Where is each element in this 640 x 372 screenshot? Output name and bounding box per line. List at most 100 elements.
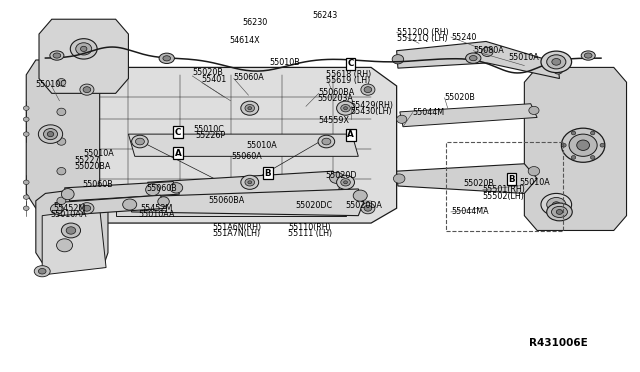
Ellipse shape: [123, 199, 137, 210]
Ellipse shape: [547, 55, 566, 69]
Polygon shape: [397, 164, 537, 193]
Polygon shape: [65, 182, 179, 201]
Polygon shape: [148, 171, 340, 199]
Ellipse shape: [364, 205, 372, 211]
Text: B: B: [508, 175, 515, 184]
Text: 55452M: 55452M: [53, 205, 85, 214]
Ellipse shape: [132, 135, 148, 148]
Text: 55010AA: 55010AA: [51, 211, 87, 219]
Ellipse shape: [24, 106, 29, 110]
Text: 55060A: 55060A: [234, 73, 264, 82]
Ellipse shape: [57, 197, 66, 205]
Polygon shape: [400, 104, 537, 127]
Ellipse shape: [353, 190, 367, 201]
Ellipse shape: [53, 53, 61, 58]
Ellipse shape: [61, 223, 81, 238]
Ellipse shape: [76, 43, 92, 55]
Ellipse shape: [44, 129, 58, 140]
Ellipse shape: [80, 203, 94, 214]
Ellipse shape: [322, 138, 331, 145]
Ellipse shape: [34, 266, 50, 277]
Text: 55080A: 55080A: [473, 46, 504, 55]
Text: 55020B: 55020B: [445, 93, 476, 102]
Polygon shape: [524, 67, 627, 231]
Text: 55020BA: 55020BA: [74, 162, 111, 171]
Text: 55020B: 55020B: [192, 68, 223, 77]
Ellipse shape: [554, 67, 563, 74]
Text: C: C: [348, 59, 354, 68]
Ellipse shape: [591, 155, 595, 159]
Ellipse shape: [541, 51, 572, 73]
Ellipse shape: [361, 84, 375, 95]
Text: 54614X: 54614X: [229, 36, 260, 45]
Text: 55060B: 55060B: [147, 185, 177, 193]
Text: 55111 (LH): 55111 (LH): [288, 229, 332, 238]
Polygon shape: [55, 195, 167, 216]
Polygon shape: [36, 186, 108, 267]
Text: 55044MA: 55044MA: [451, 208, 488, 217]
Ellipse shape: [136, 138, 145, 145]
Polygon shape: [129, 134, 358, 156]
Text: 55010AA: 55010AA: [138, 211, 175, 219]
Ellipse shape: [572, 131, 576, 135]
Text: 55226P: 55226P: [195, 131, 226, 141]
Ellipse shape: [562, 143, 566, 147]
Ellipse shape: [70, 39, 97, 59]
Ellipse shape: [170, 183, 182, 193]
Ellipse shape: [56, 239, 72, 252]
Text: 55020DC: 55020DC: [296, 201, 333, 210]
Polygon shape: [116, 193, 346, 216]
Ellipse shape: [24, 132, 29, 137]
Text: 54559X: 54559X: [319, 116, 349, 125]
Ellipse shape: [572, 155, 576, 159]
Ellipse shape: [61, 189, 74, 200]
Ellipse shape: [57, 108, 66, 116]
Ellipse shape: [547, 203, 572, 221]
Ellipse shape: [241, 101, 259, 115]
Ellipse shape: [159, 53, 174, 64]
Ellipse shape: [146, 184, 160, 196]
Ellipse shape: [24, 206, 29, 211]
Text: 55240: 55240: [451, 32, 476, 42]
Ellipse shape: [83, 87, 91, 93]
Ellipse shape: [552, 206, 568, 218]
Ellipse shape: [584, 53, 592, 58]
Polygon shape: [129, 189, 364, 216]
Ellipse shape: [47, 132, 54, 137]
Ellipse shape: [529, 106, 539, 115]
Ellipse shape: [361, 203, 375, 214]
Ellipse shape: [569, 134, 597, 156]
Ellipse shape: [600, 143, 605, 147]
Ellipse shape: [394, 174, 405, 183]
Text: 55429(RH): 55429(RH): [351, 101, 394, 110]
Text: 55060BA: 55060BA: [208, 196, 244, 205]
Text: 55010A: 55010A: [519, 178, 550, 187]
Ellipse shape: [24, 180, 29, 185]
Text: 55020DA: 55020DA: [346, 201, 383, 210]
Text: 55060B: 55060B: [83, 180, 113, 189]
Text: 55227: 55227: [74, 156, 100, 165]
Ellipse shape: [392, 55, 404, 64]
Text: A: A: [348, 130, 354, 140]
Ellipse shape: [364, 87, 372, 93]
Ellipse shape: [552, 58, 561, 65]
Ellipse shape: [591, 131, 595, 135]
Ellipse shape: [248, 107, 252, 110]
Text: 55020D: 55020D: [325, 171, 356, 180]
Text: A: A: [175, 149, 182, 158]
Text: 551A6N(RH): 551A6N(RH): [212, 223, 262, 232]
Text: R431006E: R431006E: [529, 338, 588, 348]
Ellipse shape: [581, 51, 595, 60]
Ellipse shape: [547, 198, 566, 212]
Ellipse shape: [24, 117, 29, 122]
Ellipse shape: [556, 209, 563, 214]
Ellipse shape: [38, 269, 46, 274]
Ellipse shape: [80, 84, 94, 95]
Text: 55619 (LH): 55619 (LH): [326, 76, 371, 85]
Ellipse shape: [163, 56, 171, 61]
Text: 55110(RH): 55110(RH): [288, 223, 331, 232]
Text: 55010A: 55010A: [84, 149, 115, 158]
Ellipse shape: [241, 175, 259, 189]
Polygon shape: [397, 41, 559, 78]
Text: 55618 (RH): 55618 (RH): [326, 70, 372, 78]
